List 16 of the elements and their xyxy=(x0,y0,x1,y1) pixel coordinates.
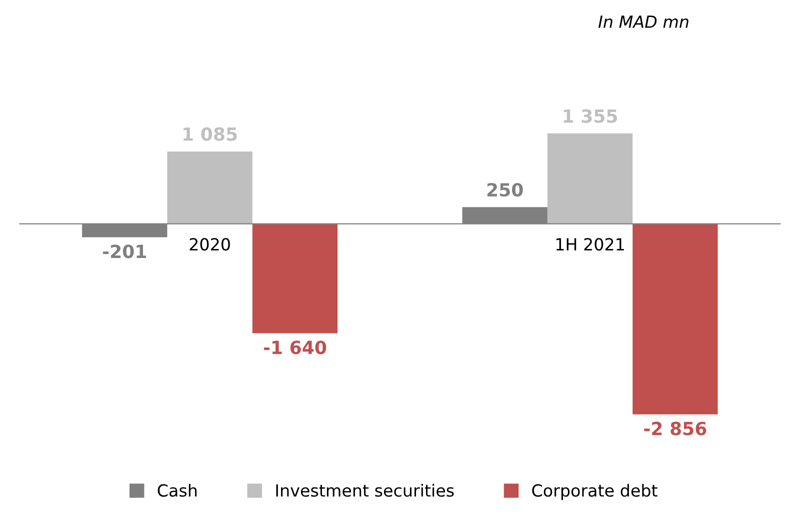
legend-label: Cash xyxy=(158,484,197,497)
bar xyxy=(547,133,633,224)
data-label: -2 856 xyxy=(644,422,706,436)
legend-label: Corporate debt xyxy=(532,484,658,500)
data-label: 1 085 xyxy=(184,127,237,141)
bar xyxy=(252,224,338,334)
bar xyxy=(632,224,718,414)
data-label: -201 xyxy=(103,244,146,258)
x-tick-label: 1H 2021 xyxy=(556,238,624,251)
text: In MAD mn xyxy=(598,16,688,28)
data-label: -1 640 xyxy=(264,340,326,354)
bar xyxy=(167,151,252,224)
x-tick-label: 2020 xyxy=(190,238,230,251)
legend-label: Investment securities xyxy=(276,484,454,497)
data-label: 1 355 xyxy=(564,109,618,123)
data-label: 250 xyxy=(487,182,523,197)
